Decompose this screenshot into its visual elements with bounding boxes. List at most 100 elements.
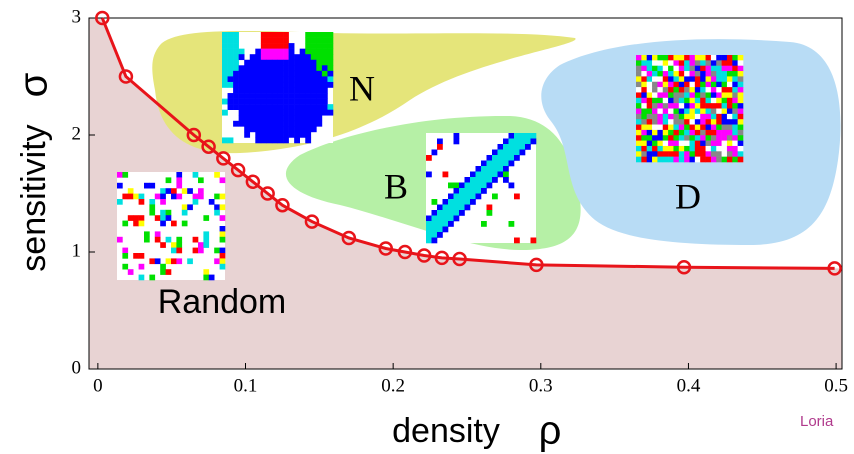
pixel [305,88,311,94]
pixel [255,132,261,138]
pixel [244,76,250,82]
pixel [716,60,722,66]
pixel [432,227,438,233]
pixel [716,130,722,136]
pixel [220,231,226,237]
pixel [641,82,647,88]
pixel [668,135,674,141]
pixel [668,114,674,120]
pixel [727,146,733,152]
pixel [641,130,647,136]
pixel [244,71,250,77]
pixel [327,60,333,66]
pixel [690,157,696,163]
pixel [652,109,658,115]
pixel [673,76,679,82]
pixel [214,210,220,216]
pixel [636,87,642,93]
pixel [679,55,685,61]
pixel [657,157,663,163]
pixel [657,66,663,72]
pixel [311,43,317,49]
pixel [255,65,261,71]
pixel [305,104,311,110]
pixel [514,139,520,145]
pixel [316,32,322,38]
pixel [706,66,712,72]
pixel [220,177,226,183]
pixel [272,88,278,94]
pixel [139,194,145,200]
pixel [732,157,738,163]
pixel [727,82,733,88]
pixel [305,99,311,105]
pixel [722,119,728,125]
pixel [160,269,166,275]
pixel [647,66,653,72]
pixel [711,82,717,88]
pixel [437,232,443,238]
pixel [261,126,267,132]
pixel [233,104,239,110]
pixel [679,130,685,136]
pixel [470,172,476,178]
pixel [322,88,328,94]
pixel [311,54,317,60]
pixel [663,109,669,115]
pixel [176,248,182,254]
pixel [454,210,460,216]
pixel [673,98,679,104]
pixel [732,98,738,104]
pixel [706,157,712,163]
pixel [647,119,653,125]
pixel [250,126,256,132]
pixel [732,109,738,115]
pixel [663,60,669,66]
pixel [514,133,520,139]
pixel [300,99,306,105]
pixel [690,141,696,147]
x-tick-label: 0.2 [381,375,405,396]
pixel [722,146,728,152]
pixel [222,38,228,44]
pixel [322,65,328,71]
pixel [673,87,679,93]
pixel [700,130,706,136]
pixel [327,76,333,82]
pixel [711,157,717,163]
pixel [711,109,717,115]
pixel [641,55,647,61]
pixel [738,71,744,77]
pixel [198,248,204,254]
pixel [448,221,454,227]
pixel [203,231,209,237]
pixel [695,151,701,157]
pixel [706,76,712,82]
pixel [684,98,690,104]
pixel [641,103,647,109]
pixel [503,172,509,178]
pixel [700,103,706,109]
pixel [432,216,438,222]
pixel [663,66,669,72]
pixel [283,88,289,94]
pixel [476,172,482,178]
pixel [139,264,145,270]
pixel [684,66,690,72]
pixel [139,253,145,259]
pixel [690,125,696,131]
pixel [316,104,322,110]
pixel [732,71,738,77]
pixel [305,93,311,99]
pixel [128,194,134,200]
pixel [198,242,204,248]
pixel [261,99,267,105]
pixel [722,82,728,88]
x-tick-label: 0.3 [529,375,553,396]
pixel [738,125,744,131]
pixel [695,87,701,93]
pixel [239,104,245,110]
pixel [668,146,674,152]
pixel [117,183,123,189]
pixel [722,87,728,93]
